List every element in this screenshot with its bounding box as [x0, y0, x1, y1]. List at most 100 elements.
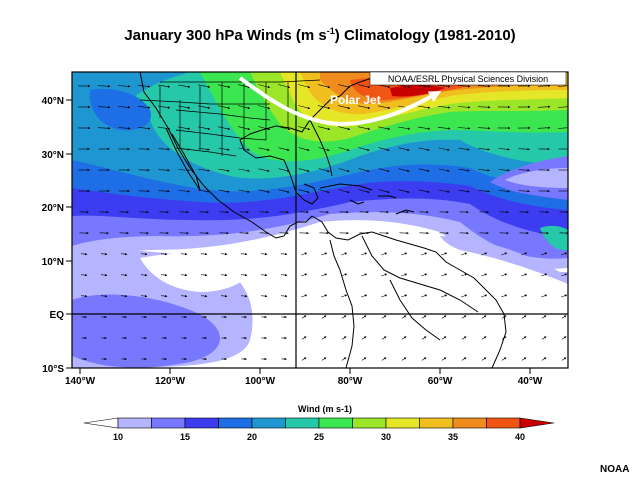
wind-vector-arrow — [117, 106, 131, 109]
wind-vector-arrow — [381, 315, 387, 319]
wind-vector-arrow — [358, 84, 371, 89]
lon-label: 100°W — [245, 376, 276, 387]
wind-vector-arrow — [298, 126, 311, 131]
lon-label: 140°W — [65, 376, 96, 387]
wind-vector-arrow — [158, 168, 170, 172]
wind-vector-arrow — [557, 126, 568, 129]
wind-vector-arrow — [421, 315, 427, 319]
wind-vector-arrow — [338, 84, 351, 89]
wind-vector-arrow — [441, 252, 448, 256]
wind-vector-arrow — [561, 336, 567, 340]
polar-jet-label: Polar Jet — [330, 93, 381, 107]
noaa-credit: NOAA — [600, 464, 630, 475]
wind-vector-arrow — [258, 126, 271, 131]
map-frame — [71, 71, 569, 369]
wind-vector-arrow — [258, 168, 270, 172]
wind-vector-arrow — [477, 106, 491, 109]
wind-vector-arrow — [137, 127, 151, 130]
wind-vector-arrow — [557, 84, 568, 87]
wind-vector-arrow — [301, 357, 307, 361]
wind-vector-arrow — [97, 106, 111, 109]
wind-vector-arrow — [198, 84, 211, 88]
wind-vector-arrow — [561, 294, 568, 298]
wind-vector-arrow — [398, 168, 410, 172]
lat-label: 40°N — [42, 96, 64, 107]
wind-vector-arrow — [418, 84, 431, 88]
wind-vector-arrow — [518, 189, 530, 193]
colorbar-box — [184, 417, 219, 429]
wind-vector-arrow — [501, 294, 508, 298]
wind-vector-arrow — [341, 336, 347, 340]
wind-vector-arrow — [477, 127, 491, 130]
wind-vector-arrow — [100, 294, 108, 298]
colorbar-max-arrow — [519, 417, 555, 429]
wind-vector-arrow — [378, 168, 390, 173]
wind-vector-arrow — [537, 105, 551, 108]
wind-vector-arrow — [318, 168, 330, 173]
wind-vector-arrow — [80, 273, 88, 277]
graticule — [72, 72, 568, 368]
wind-vector-arrow — [441, 336, 447, 340]
colorbar-box — [285, 417, 320, 429]
coastlines — [139, 72, 507, 368]
wind-vector-arrow — [137, 106, 151, 109]
wind-vector-arrow — [441, 273, 448, 277]
wind-vector-arrow — [418, 189, 430, 193]
wind-vector-arrow — [521, 315, 527, 319]
wind-vector-arrow — [498, 190, 510, 193]
wind-vector-arrow — [358, 147, 370, 152]
wind-vector-arrow — [461, 357, 467, 361]
wind-vector-arrow — [478, 190, 490, 193]
wind-vector-arrow — [260, 273, 268, 277]
colorbar-box — [151, 417, 186, 429]
wind-vector-arrow — [120, 294, 128, 298]
wind-vector-arrow — [481, 294, 488, 298]
wind-vector-arrow — [258, 147, 270, 151]
wind-vector-arrow — [298, 105, 311, 110]
wind-vector-arrow — [501, 273, 508, 277]
lat-label: EQ — [50, 310, 65, 321]
jet-arrow-icon — [238, 76, 442, 127]
wind-vector-arrow — [438, 189, 450, 193]
wind-vector-arrow — [437, 106, 451, 109]
wind-vector-arrow — [537, 84, 551, 87]
wind-vector-arrow — [361, 252, 368, 256]
wind-vector-arrow — [341, 252, 348, 256]
wind-vector-arrow — [401, 315, 407, 319]
wind-vector-arrow — [378, 105, 391, 109]
wind-vector-arrow — [80, 294, 88, 298]
colorbar-tick-label: 30 — [381, 432, 391, 442]
wind-vector-arrow — [158, 189, 170, 193]
wind-vector-arrow — [381, 357, 387, 361]
wind-vector-arrow — [378, 126, 391, 130]
wind-vector-arrow — [361, 357, 367, 361]
wind-vector-arrow — [541, 336, 547, 340]
wind-vector-arrow — [258, 84, 271, 89]
wind-vector-arrow — [280, 273, 288, 277]
attribution-box — [369, 71, 567, 86]
wind-vector-arrow — [421, 294, 428, 298]
wind-vector-arrow — [160, 294, 168, 298]
wind-vector-arrow — [218, 168, 230, 172]
wind-vector-arrow — [437, 85, 451, 88]
wind-vector-arrow — [218, 147, 230, 151]
wind-vector-arrow — [381, 336, 387, 340]
wind-vector-arrow — [318, 84, 331, 89]
colorbar-tick-label: 40 — [515, 432, 525, 442]
wind-vector-arrow — [338, 126, 351, 131]
wind-vector-arrow — [238, 189, 250, 193]
wind-vector-arrow — [421, 252, 428, 256]
wind-vector-arrow — [418, 147, 430, 151]
wind-vector-arrow — [501, 252, 508, 256]
lat-label: 20°N — [42, 203, 64, 214]
wind-vector-arrow — [381, 273, 388, 277]
wind-vector-arrow — [537, 126, 551, 129]
wind-vector-arrow — [441, 315, 447, 319]
wind-vector-arrow — [418, 105, 431, 109]
colorbar-box — [218, 417, 253, 429]
wind-vector-arrow — [218, 84, 231, 89]
wind-vector-arrow — [457, 85, 471, 88]
wind-vector-arrow — [481, 273, 488, 277]
wind-vector-arrow — [378, 147, 390, 152]
wind-vector-arrow — [278, 147, 290, 151]
